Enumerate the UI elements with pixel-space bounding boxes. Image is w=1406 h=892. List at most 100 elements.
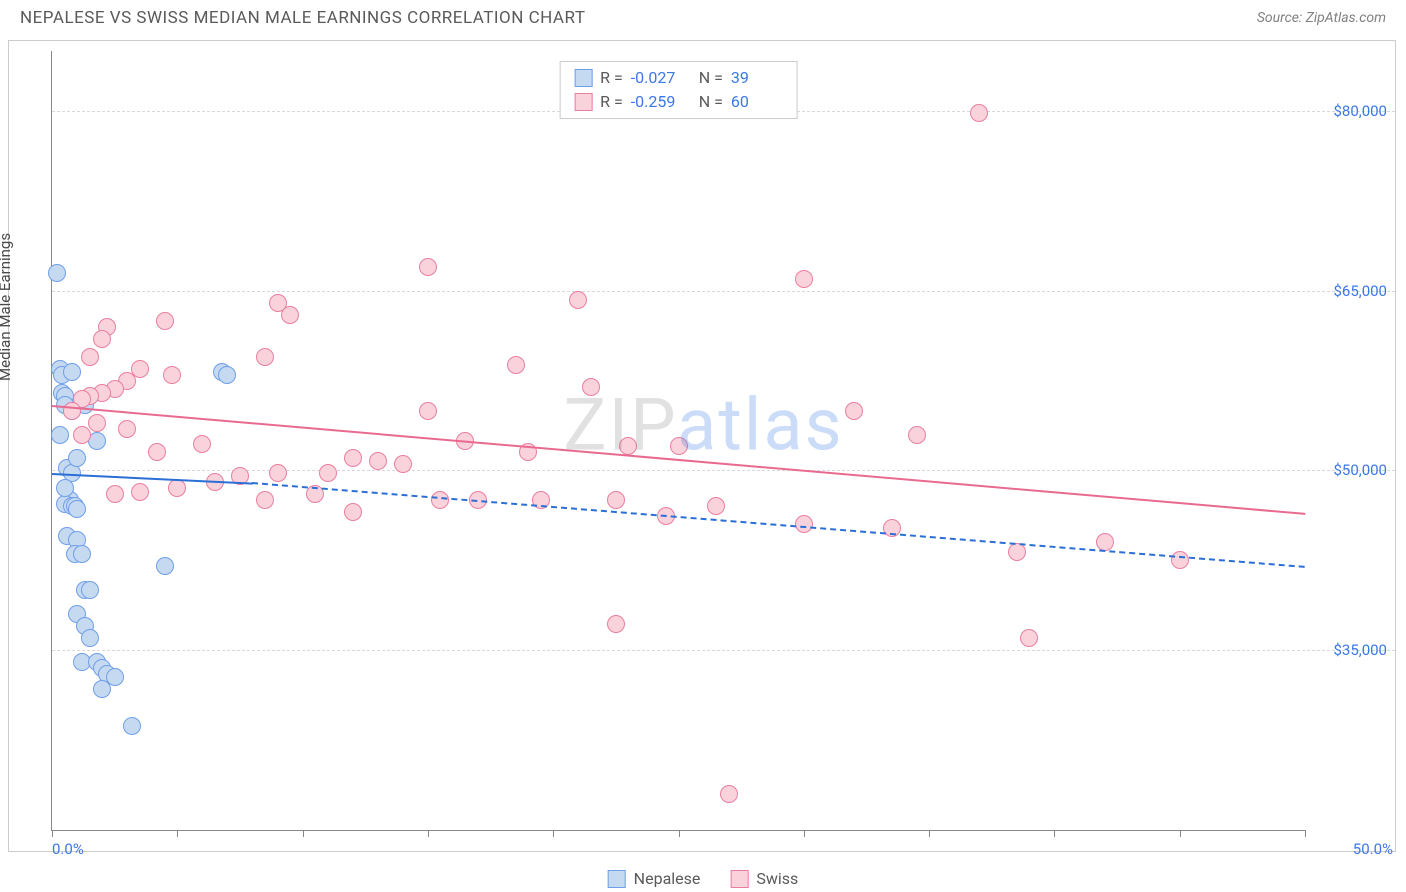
y-tick-label: $65,000	[1312, 282, 1387, 300]
x-tick	[52, 830, 53, 837]
scatter-point	[319, 464, 337, 482]
x-tick	[1054, 830, 1055, 837]
scatter-point	[1020, 629, 1038, 647]
scatter-point	[582, 378, 600, 396]
y-tick-label: $35,000	[1312, 641, 1387, 659]
stats-legend: R = -0.027 N = 39R = -0.259 N = 60	[559, 61, 798, 119]
source-label: Source: ZipAtlas.com	[1257, 10, 1386, 26]
scatter-point	[507, 356, 525, 374]
scatter-point	[569, 291, 587, 309]
y-tick-label: $80,000	[1312, 102, 1387, 120]
scatter-point	[707, 497, 725, 515]
scatter-point	[431, 491, 449, 509]
scatter-point	[720, 785, 738, 803]
scatter-point	[156, 557, 174, 575]
r-value: -0.259	[631, 90, 683, 114]
x-tick	[679, 830, 680, 837]
stats-row: R = -0.027 N = 39	[574, 66, 783, 90]
gridline	[52, 650, 1395, 651]
n-value: 60	[731, 90, 783, 114]
legend-item: Swiss	[730, 869, 798, 888]
scatter-point	[619, 437, 637, 455]
legend-swatch	[608, 870, 626, 888]
bottom-legend: Nepalese Swiss	[608, 869, 799, 888]
x-tick	[929, 830, 930, 837]
scatter-point	[193, 435, 211, 453]
n-label: N =	[691, 90, 723, 114]
scatter-point	[845, 402, 863, 420]
scatter-point	[795, 270, 813, 288]
scatter-point	[81, 581, 99, 599]
x-tick	[177, 830, 178, 837]
scatter-point	[970, 104, 988, 122]
r-label: R =	[600, 66, 623, 90]
scatter-point	[607, 491, 625, 509]
scatter-point	[56, 479, 74, 497]
scatter-point	[68, 449, 86, 467]
x-tick	[804, 830, 805, 837]
watermark-atlas: atlas	[677, 382, 844, 467]
scatter-point	[1171, 551, 1189, 569]
scatter-point	[670, 437, 688, 455]
scatter-point	[344, 449, 362, 467]
scatter-point	[369, 452, 387, 470]
scatter-point	[269, 464, 287, 482]
x-tick	[428, 830, 429, 837]
chart-frame: Median Male Earnings ZIPatlas R = -0.027…	[8, 40, 1396, 852]
chart-title: NEPALESE VS SWISS MEDIAN MALE EARNINGS C…	[20, 8, 585, 28]
trend-line-dashed	[252, 482, 1305, 568]
scatter-point	[73, 545, 91, 563]
scatter-point	[256, 348, 274, 366]
plot-area: ZIPatlas R = -0.027 N = 39R = -0.259 N =…	[51, 51, 1305, 831]
x-max-label: 50.0%	[1353, 840, 1393, 858]
scatter-point	[68, 500, 86, 518]
scatter-point	[88, 414, 106, 432]
header: NEPALESE VS SWISS MEDIAN MALE EARNINGS C…	[0, 0, 1406, 28]
scatter-point	[148, 443, 166, 461]
scatter-point	[131, 483, 149, 501]
scatter-point	[156, 312, 174, 330]
legend-swatch	[574, 93, 592, 111]
legend-swatch	[574, 69, 592, 87]
scatter-point	[795, 515, 813, 533]
y-tick-label: $50,000	[1312, 461, 1387, 479]
scatter-point	[1008, 543, 1026, 561]
legend-swatch	[730, 870, 748, 888]
r-label: R =	[600, 90, 623, 114]
scatter-point	[419, 402, 437, 420]
x-tick	[303, 830, 304, 837]
scatter-point	[168, 479, 186, 497]
scatter-point	[344, 503, 362, 521]
scatter-point	[63, 402, 81, 420]
legend-item: Nepalese	[608, 869, 701, 888]
scatter-point	[394, 455, 412, 473]
x-tick	[553, 830, 554, 837]
x-tick	[1180, 830, 1181, 837]
n-label: N =	[691, 66, 723, 90]
scatter-point	[81, 629, 99, 647]
stats-row: R = -0.259 N = 60	[574, 90, 783, 114]
legend-label: Swiss	[756, 869, 798, 888]
scatter-point	[118, 420, 136, 438]
scatter-point	[63, 363, 81, 381]
scatter-point	[123, 717, 141, 735]
legend-label: Nepalese	[634, 869, 701, 888]
scatter-point	[163, 366, 181, 384]
n-value: 39	[731, 66, 783, 90]
scatter-point	[256, 491, 274, 509]
scatter-point	[106, 485, 124, 503]
scatter-point	[908, 426, 926, 444]
scatter-point	[73, 426, 91, 444]
scatter-point	[607, 615, 625, 633]
y-axis-label: Median Male Earnings	[0, 233, 14, 381]
x-min-label: 0.0%	[52, 840, 84, 858]
gridline	[52, 470, 1395, 471]
scatter-point	[93, 680, 111, 698]
chart-container: NEPALESE VS SWISS MEDIAN MALE EARNINGS C…	[0, 0, 1406, 892]
trend-line	[52, 405, 1305, 515]
x-tick	[1305, 830, 1306, 837]
scatter-point	[51, 426, 69, 444]
gridline	[52, 291, 1395, 292]
scatter-point	[81, 348, 99, 366]
scatter-point	[218, 366, 236, 384]
